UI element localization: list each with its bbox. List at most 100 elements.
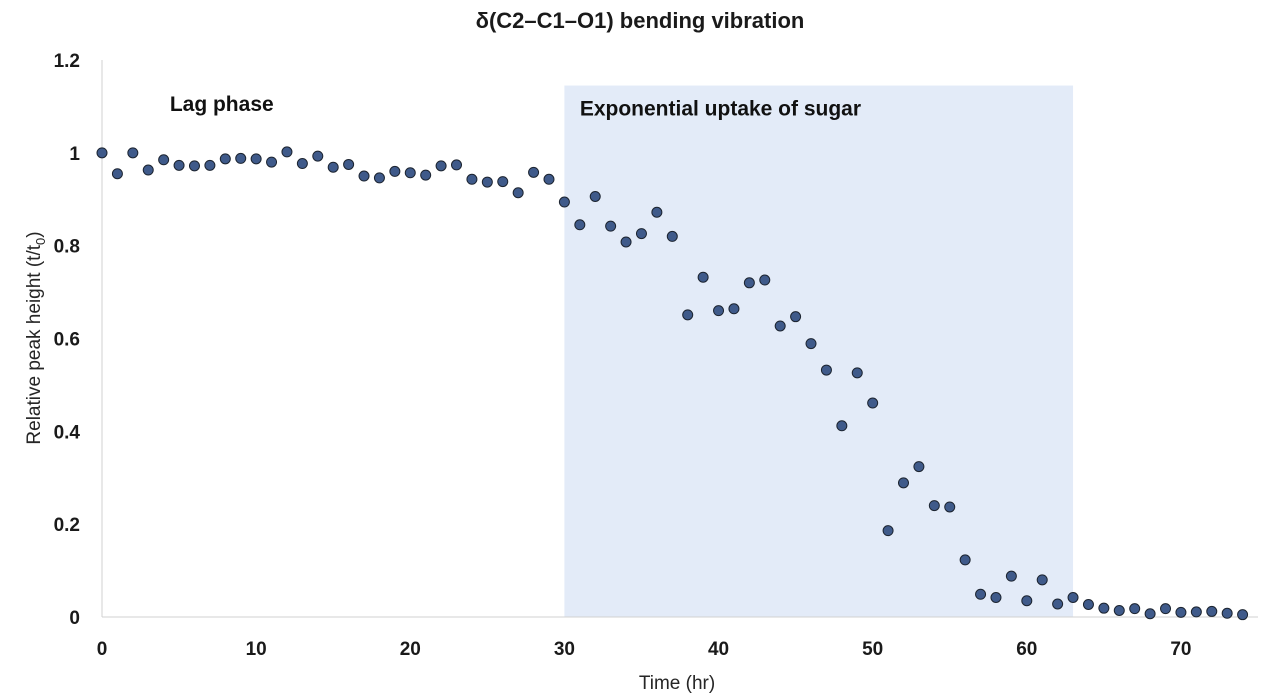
data-point <box>589 190 601 202</box>
data-point <box>558 196 570 208</box>
x-tick-label: 40 <box>708 639 729 660</box>
y-tick-label: 0 <box>69 608 80 629</box>
data-point <box>666 230 678 242</box>
data-point <box>1144 608 1156 620</box>
data-point <box>404 167 416 179</box>
data-point <box>1160 603 1172 615</box>
data-point <box>281 146 293 158</box>
y-axis-label-subscript: 0 <box>33 238 48 245</box>
y-tick-label: 1 <box>69 144 80 165</box>
y-axis-label-close: ) <box>24 231 45 237</box>
data-point <box>1206 605 1218 617</box>
data-point <box>327 161 339 173</box>
data-point <box>851 367 863 379</box>
data-point <box>1036 574 1048 586</box>
y-tick-labels: 0 0.2 0.4 0.6 0.8 1 1.2 <box>54 51 81 629</box>
data-point <box>820 364 832 376</box>
exponential-phase-region <box>564 85 1074 617</box>
data-point <box>358 170 370 182</box>
y-tick-label: 0.2 <box>54 515 80 536</box>
data-point <box>111 168 123 180</box>
data-point <box>620 236 632 248</box>
data-point <box>188 160 200 172</box>
data-point <box>944 501 956 513</box>
data-point <box>235 152 247 164</box>
exponential-uptake-annotation: Exponential uptake of sugar <box>580 98 861 121</box>
data-point <box>697 271 709 283</box>
data-point <box>451 159 463 171</box>
data-points <box>96 146 1249 621</box>
data-point <box>1067 592 1079 604</box>
x-tick-label: 20 <box>400 639 421 660</box>
data-point <box>142 164 154 176</box>
data-point <box>543 173 555 185</box>
data-point <box>173 159 185 171</box>
y-tick-label: 0.4 <box>54 422 81 443</box>
data-point <box>913 461 925 473</box>
x-axis-label: Time (hr) <box>639 673 715 694</box>
data-point <box>96 147 108 159</box>
data-point <box>1113 605 1125 617</box>
data-point <box>975 588 987 600</box>
data-point <box>250 153 262 165</box>
data-point <box>343 158 355 170</box>
data-point <box>882 525 894 537</box>
data-point <box>435 160 447 172</box>
data-point <box>1082 598 1094 610</box>
data-point <box>1175 606 1187 618</box>
data-point <box>713 305 725 317</box>
x-tick-label: 70 <box>1170 639 1191 660</box>
data-point <box>928 500 940 512</box>
data-point <box>373 172 385 184</box>
data-point <box>574 219 586 231</box>
data-point <box>528 166 540 178</box>
data-point <box>1190 606 1202 618</box>
x-tick-label: 30 <box>554 639 575 660</box>
data-point <box>1237 609 1249 621</box>
data-point <box>635 228 647 240</box>
y-tick-label: 0.6 <box>54 330 80 351</box>
data-point <box>759 274 771 286</box>
y-tick-label: 0.8 <box>54 237 80 258</box>
lag-phase-annotation: Lag phase <box>170 93 274 116</box>
data-point <box>743 277 755 289</box>
data-point <box>959 554 971 566</box>
data-point <box>805 338 817 350</box>
data-point <box>312 150 324 162</box>
y-tick-label: 1.2 <box>54 51 80 72</box>
data-point <box>296 158 308 170</box>
data-point <box>204 159 216 171</box>
data-point <box>774 320 786 332</box>
data-point <box>651 206 663 218</box>
data-point <box>266 156 278 168</box>
data-point <box>897 477 909 489</box>
chart-title: δ(C2–C1–O1) bending vibration <box>476 8 805 33</box>
x-tick-label: 0 <box>97 639 108 660</box>
data-point <box>127 147 139 159</box>
y-axis-label-main: Relative peak height (t/t <box>24 244 45 444</box>
data-point <box>790 311 802 323</box>
data-point <box>512 187 524 199</box>
data-point <box>605 220 617 232</box>
data-point <box>1129 603 1141 615</box>
data-point <box>158 154 170 166</box>
data-point <box>389 165 401 177</box>
data-point <box>466 173 478 185</box>
data-point <box>836 420 848 432</box>
x-tick-labels: 0 10 20 30 40 50 60 70 <box>97 639 1192 660</box>
data-point <box>420 169 432 181</box>
data-point <box>497 176 509 188</box>
data-point <box>867 397 879 409</box>
data-point <box>682 309 694 321</box>
x-tick-label: 10 <box>246 639 267 660</box>
data-point <box>219 153 231 165</box>
data-point <box>1052 598 1064 610</box>
x-tick-label: 60 <box>1016 639 1037 660</box>
data-point <box>1098 602 1110 614</box>
x-tick-label: 50 <box>862 639 883 660</box>
data-point <box>728 303 740 315</box>
data-point <box>481 176 493 188</box>
data-point <box>1221 607 1233 619</box>
data-point <box>990 592 1002 604</box>
